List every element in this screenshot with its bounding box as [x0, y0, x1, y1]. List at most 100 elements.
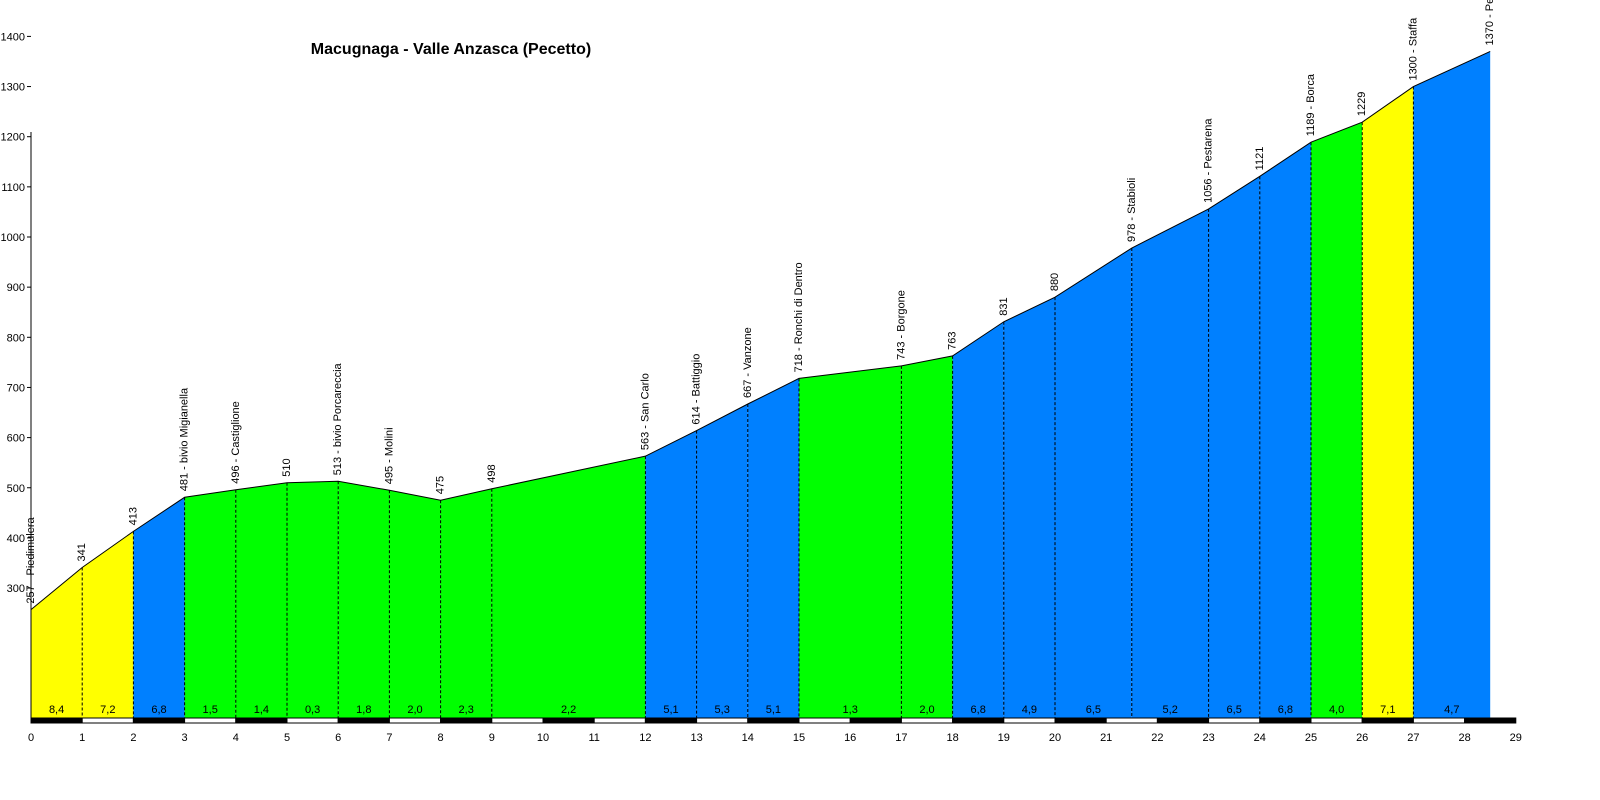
profile-segment [901, 355, 953, 718]
grade-label: 7,2 [100, 704, 115, 716]
x-tick-label: 27 [1407, 732, 1419, 744]
x-tick-label: 20 [1049, 732, 1061, 744]
grade-label: 4,0 [1329, 704, 1344, 716]
point-label: 1370 - Pecetto [1484, 0, 1496, 45]
point-label: 341 [76, 543, 88, 561]
profile-segment [1208, 176, 1260, 719]
point-label: 667 - Vanzone [742, 327, 754, 398]
point-label: 718 - Ronchi di Dentro [793, 262, 805, 372]
grade-label: 6,8 [151, 704, 166, 716]
km-scale-block [593, 717, 646, 724]
profile-segment [952, 321, 1004, 718]
km-scale-block [747, 717, 800, 724]
km-scale-block [644, 717, 698, 724]
y-tick-label: 1400 [1, 31, 25, 43]
grade-label: 6,5 [1086, 704, 1101, 716]
profile-segment [696, 403, 748, 718]
km-scale-block [849, 717, 902, 724]
y-tick-label: 1100 [1, 182, 25, 194]
km-scale-block [235, 717, 288, 724]
grade-label: 5,2 [1163, 704, 1178, 716]
x-tick-label: 10 [537, 732, 549, 744]
km-scale-block [184, 717, 237, 724]
y-tick-label: 500 [7, 483, 25, 495]
x-tick-label: 6 [335, 732, 341, 744]
km-scale-block [1412, 717, 1466, 724]
x-tick-label: 3 [182, 732, 188, 744]
profile-segment [1362, 86, 1414, 719]
grade-label: 2,2 [561, 704, 576, 716]
x-tick-label: 25 [1305, 732, 1317, 744]
x-tick-label: 22 [1151, 732, 1163, 744]
grade-label: 6,8 [971, 704, 986, 716]
y-tick-label: 300 [7, 583, 25, 595]
y-tick-label: 800 [7, 332, 25, 344]
profile-segment [1055, 248, 1132, 718]
x-tick-label: 7 [386, 732, 392, 744]
y-tick-label: 700 [7, 382, 25, 394]
km-scale-block [440, 717, 493, 724]
x-tick-label: 23 [1202, 732, 1214, 744]
x-tick-label: 13 [690, 732, 702, 744]
grade-label: 2,0 [407, 704, 422, 716]
grade-label: 7,1 [1380, 704, 1395, 716]
x-tick-label: 21 [1100, 732, 1112, 744]
x-tick-label: 2 [130, 732, 136, 744]
profile-segment [338, 481, 390, 718]
km-scale-block [1464, 717, 1517, 724]
grade-label: 4,9 [1022, 704, 1037, 716]
profile-segment [184, 489, 236, 718]
profile-segment [1259, 142, 1311, 719]
profile-segment [1413, 51, 1491, 718]
point-label: 481 - bivio Migianella [179, 387, 191, 491]
y-tick-label: 400 [7, 533, 25, 545]
km-scale-block [696, 717, 749, 724]
profile-segment [1311, 122, 1363, 719]
point-label: 880 [1049, 273, 1061, 291]
km-scale-block [1105, 717, 1158, 724]
km-scale-block [1259, 717, 1312, 724]
x-tick-label: 14 [742, 732, 754, 744]
km-scale-block [1361, 717, 1414, 724]
x-tick-label: 17 [895, 732, 907, 744]
km-scale-block [1156, 717, 1210, 724]
profile-segment [1003, 297, 1055, 718]
km-scale-block [1003, 717, 1056, 724]
point-label: 978 - Stabioli [1126, 178, 1138, 242]
x-tick-label: 19 [998, 732, 1010, 744]
profile-segment [31, 567, 83, 718]
km-scale-block [337, 717, 390, 724]
km-scale-block [1208, 717, 1261, 724]
x-tick-label: 11 [588, 732, 599, 744]
y-tick-label: 1200 [1, 132, 25, 144]
km-scale-block [900, 717, 954, 724]
point-label: 1189 - Borca [1305, 73, 1317, 136]
grade-label: 5,3 [715, 704, 730, 716]
grade-label: 8,4 [49, 704, 64, 716]
point-label: 1300 - Staffa [1407, 17, 1419, 81]
x-tick-label: 24 [1254, 732, 1266, 744]
x-tick-label: 12 [639, 732, 651, 744]
km-scale-block [1054, 717, 1107, 724]
x-tick-label: 18 [946, 732, 958, 744]
km-scale-block [1310, 717, 1363, 724]
x-tick-label: 16 [844, 732, 856, 744]
x-tick-label: 0 [28, 732, 34, 744]
point-label: 510 [281, 458, 293, 476]
km-scale-block [81, 717, 134, 724]
chart-title: Macugnaga - Valle Anzasca (Pecetto) [311, 41, 591, 58]
x-tick-label: 26 [1356, 732, 1368, 744]
point-label: 257 - Piedimulera [25, 517, 37, 604]
profile-outline [30, 50, 1491, 611]
km-scale-block [132, 717, 186, 724]
grade-label: 5,1 [766, 704, 781, 716]
profile-segment [82, 531, 134, 718]
y-tick-label: 1000 [1, 232, 25, 244]
profile-segment [389, 490, 441, 718]
point-label: 413 [127, 507, 139, 525]
km-scale-block [388, 717, 442, 724]
point-label: 1056 - Pestarena [1203, 118, 1215, 203]
point-label: 475 [435, 476, 447, 494]
point-label: 496 - Castiglione [230, 401, 242, 484]
